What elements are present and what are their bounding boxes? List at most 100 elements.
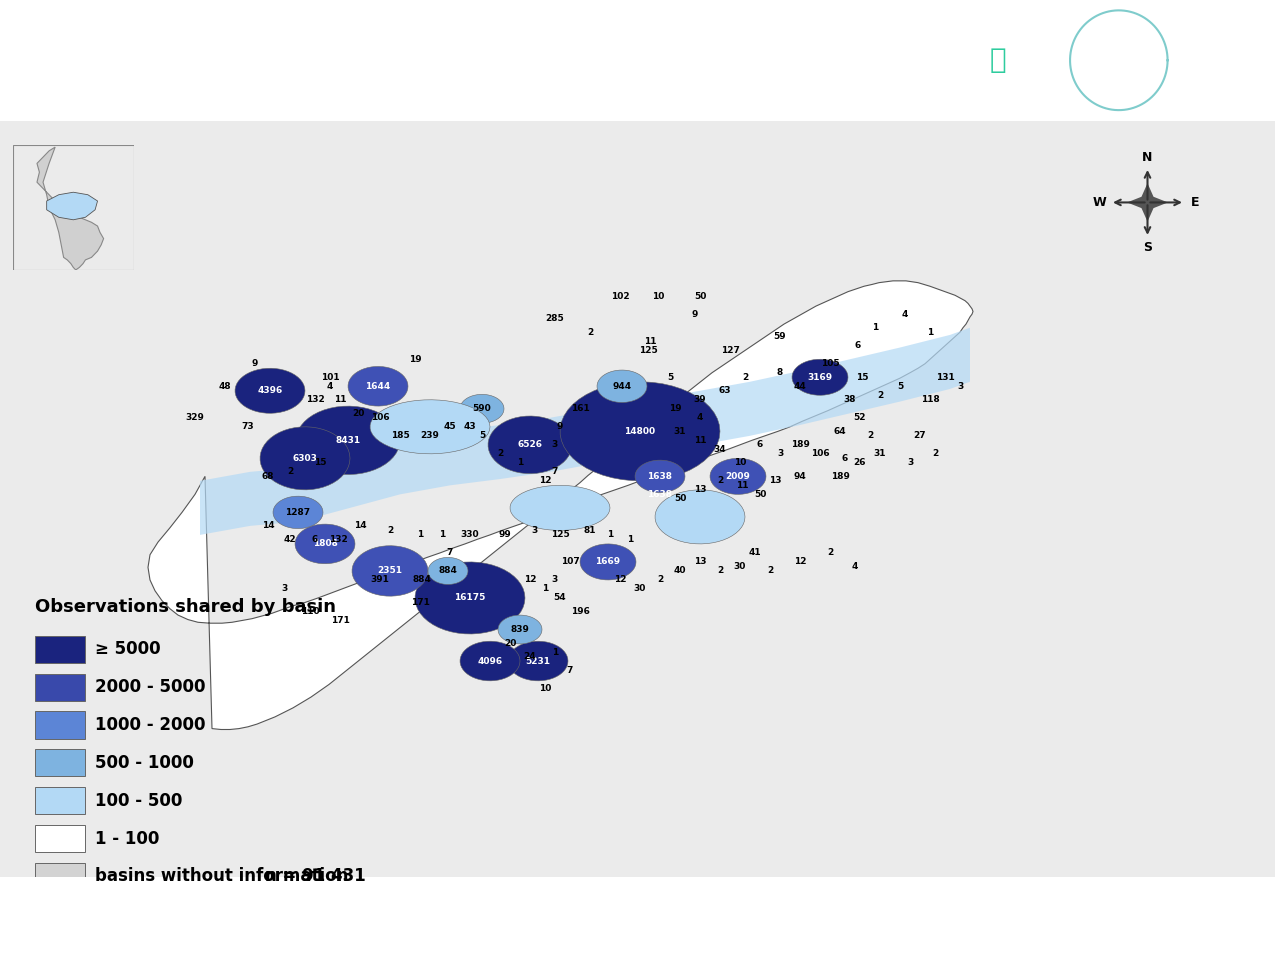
Text: 2: 2 [877,390,884,400]
Text: 9: 9 [557,422,564,431]
Text: 11: 11 [736,481,748,490]
Text: 118: 118 [921,395,940,404]
Text: 1: 1 [417,530,423,540]
Text: 330: 330 [460,530,479,540]
Text: 9: 9 [251,360,258,368]
Text: basins without information: basins without information [96,868,348,885]
Text: 3: 3 [956,382,963,390]
Text: FOR THE AMAZON: FOR THE AMAZON [1094,64,1144,68]
Text: 13: 13 [694,485,706,495]
Text: 50: 50 [673,495,686,503]
Polygon shape [296,406,400,474]
Text: 2: 2 [287,468,293,476]
Text: 1: 1 [552,648,558,656]
Text: 4: 4 [697,414,704,422]
Text: 3: 3 [532,526,538,535]
Polygon shape [550,409,601,471]
Text: 7: 7 [567,665,574,675]
Text: 6526: 6526 [518,441,542,449]
Text: n = 91 431: n = 91 431 [265,868,366,885]
Polygon shape [488,416,572,473]
Bar [34,674,85,701]
Text: 1: 1 [627,535,634,544]
Text: 2: 2 [867,431,873,441]
Text: 196: 196 [571,607,589,616]
Text: 590: 590 [473,404,491,414]
Text: 10: 10 [734,458,746,468]
Text: 14800: 14800 [625,427,655,436]
Text: 11: 11 [334,395,347,404]
Text: 4: 4 [901,309,908,319]
Text: 189: 189 [830,471,849,481]
Text: 1808: 1808 [312,540,338,549]
Text: 4: 4 [326,382,333,390]
Text: S: S [1142,241,1153,254]
Polygon shape [601,400,650,463]
Text: 31: 31 [673,427,686,436]
Text: 99: 99 [499,530,511,540]
Polygon shape [580,544,636,580]
Text: 12: 12 [539,476,551,485]
Text: 27: 27 [914,431,927,441]
Text: 2: 2 [386,526,393,535]
Text: CITIZEN SCIENCE: CITIZEN SCIENCE [1095,46,1142,52]
Text: 11: 11 [694,436,706,444]
Text: 5: 5 [667,373,673,382]
Polygon shape [400,431,450,495]
Text: 106: 106 [811,449,829,458]
Text: 5: 5 [479,431,484,441]
Text: 12: 12 [524,576,537,584]
Text: 2: 2 [742,373,748,382]
Polygon shape [500,417,550,479]
Text: 5: 5 [896,382,903,390]
Text: 2: 2 [717,476,723,485]
Text: 26: 26 [854,458,866,468]
Text: 14: 14 [261,522,274,530]
Text: 42: 42 [283,535,296,544]
Text: 1: 1 [542,584,548,594]
Text: 16175: 16175 [454,594,486,602]
Polygon shape [250,468,300,526]
Text: ≥ 5000: ≥ 5000 [96,640,161,658]
Text: 19: 19 [409,355,421,363]
Text: 73: 73 [242,422,254,431]
Polygon shape [597,370,646,402]
Text: 63: 63 [719,387,732,395]
Text: 171: 171 [330,616,349,625]
Polygon shape [510,485,609,530]
Text: 15: 15 [314,458,326,468]
Text: 884: 884 [439,567,458,576]
Bar [34,711,85,738]
Text: 3: 3 [907,458,913,468]
Text: Fish observations  shared with Ictio application and platform (Ictio.org) by: Fish observations shared with Ictio appl… [38,28,1211,56]
Bar [34,863,85,890]
Text: 107: 107 [561,557,579,567]
Text: 185: 185 [390,431,409,441]
Polygon shape [850,347,900,414]
Polygon shape [47,192,97,220]
Polygon shape [273,496,323,528]
Text: N: N [1142,151,1153,164]
Polygon shape [655,490,745,544]
Polygon shape [148,281,973,730]
Text: 8431: 8431 [335,436,361,444]
Text: 3: 3 [552,441,558,449]
Text: 12: 12 [613,576,626,584]
Text: 68: 68 [261,471,274,481]
Text: 7: 7 [552,468,558,476]
Text: 44: 44 [793,382,806,390]
Text: 1638: 1638 [648,490,672,498]
Polygon shape [200,471,250,535]
Polygon shape [507,641,567,681]
Polygon shape [0,120,1275,877]
Text: 40: 40 [673,567,686,576]
Text: 7: 7 [446,549,453,557]
Text: 3: 3 [552,576,558,584]
Text: 6: 6 [757,441,764,449]
Text: 1638: 1638 [648,471,672,481]
Text: 52: 52 [854,414,866,422]
Text: 30: 30 [734,562,746,571]
Text: 19: 19 [668,404,681,414]
Text: Observations shared by basin: Observations shared by basin [34,598,337,616]
Text: 2: 2 [497,449,504,458]
